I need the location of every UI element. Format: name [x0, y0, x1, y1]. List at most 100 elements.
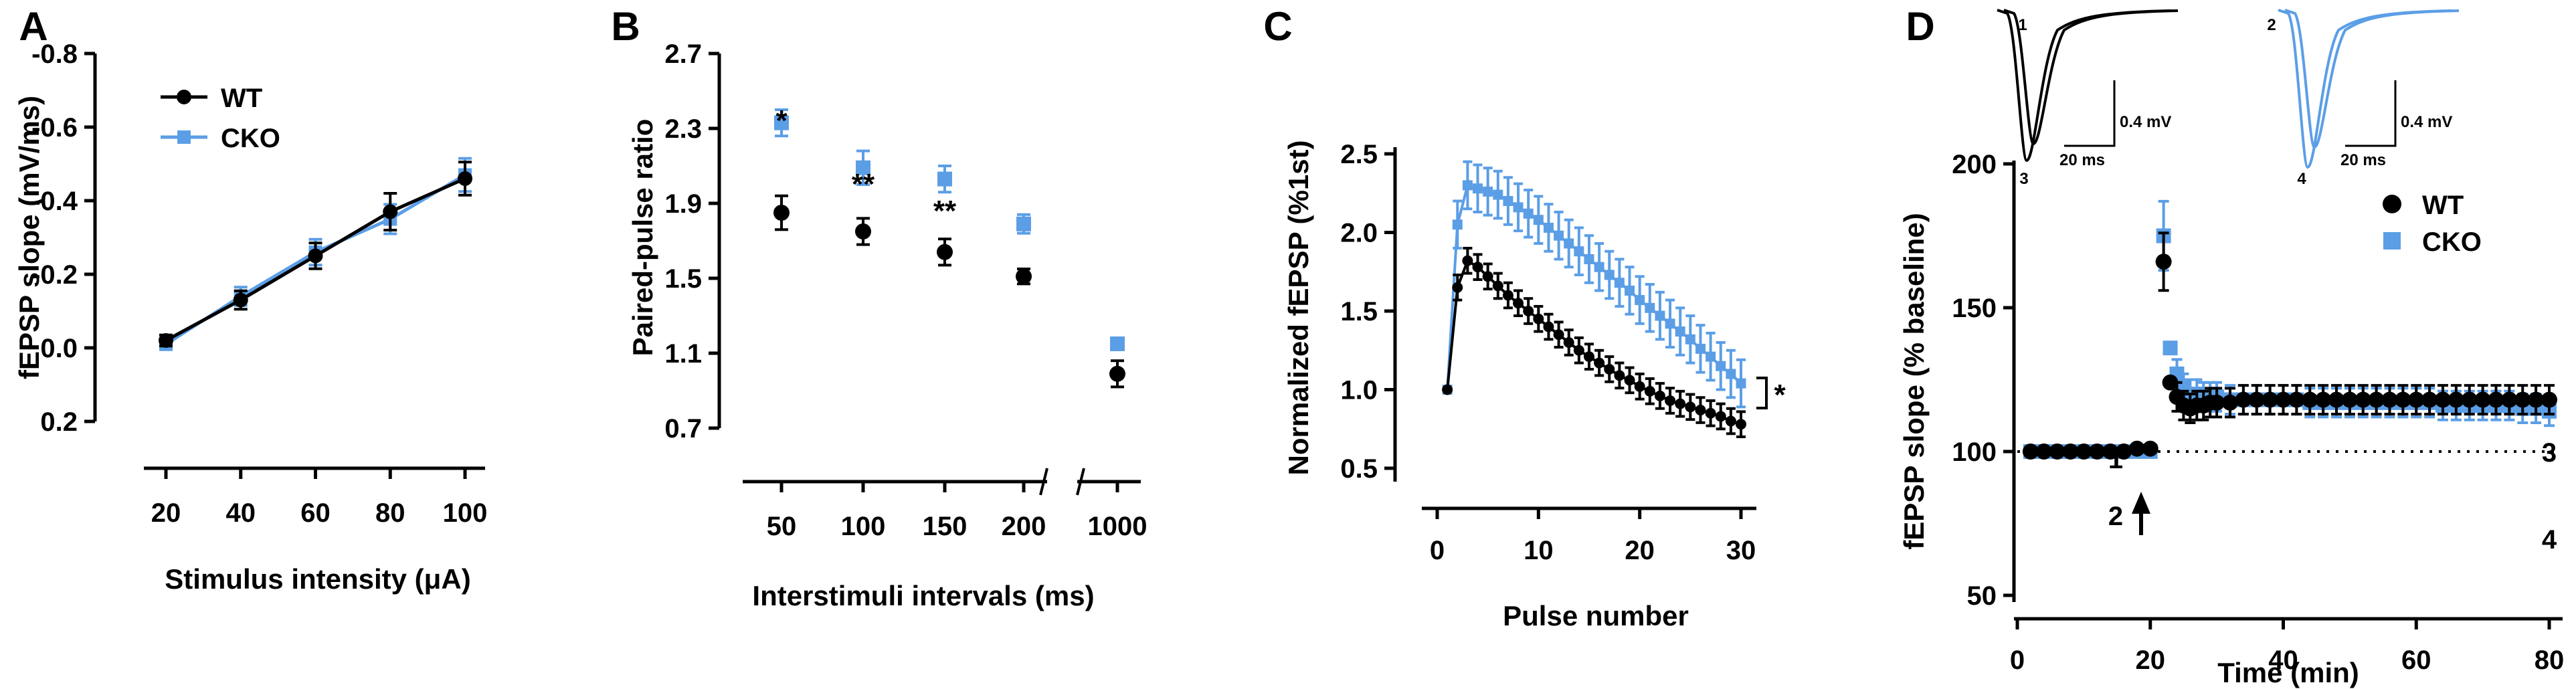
point-c-cko [1594, 262, 1604, 272]
point-d-wt [2022, 444, 2039, 460]
inset-label-3: 3 [2019, 170, 2028, 188]
legend-marker-cko-d [2383, 232, 2401, 250]
point-c-wt [1675, 398, 1686, 409]
inset-label-1: 1 [2018, 16, 2027, 34]
x-tick-label-a: 40 [226, 498, 256, 528]
scale-bar-wt [2064, 80, 2116, 147]
point-c-cko [1513, 202, 1524, 213]
legend-marker-wt-d [2383, 195, 2401, 213]
y-tick-label-c: 1.5 [1340, 297, 1378, 326]
y-tick-label-d: 100 [1952, 437, 1997, 467]
point-d-wt [2209, 394, 2225, 411]
point-c-cko [1543, 222, 1554, 233]
point-c-wt [1523, 306, 1534, 316]
significance-b: * [775, 104, 788, 137]
point-d-wt [2035, 444, 2052, 460]
y-tick-label-a: -0.2 [31, 260, 78, 290]
point-c-wt [1695, 405, 1706, 416]
y-tick-label-d: 150 [1952, 294, 1997, 323]
inset-label-4: 4 [2297, 170, 2306, 188]
series-line-c-wt [1446, 258, 1742, 426]
point-d-wt [2355, 391, 2371, 408]
y-tick-label-c: 2.0 [1340, 219, 1378, 248]
x-tick-label-b: 150 [923, 512, 968, 541]
point-d-wt [2435, 391, 2451, 408]
scale-time-cko: 20 ms [2340, 151, 2386, 169]
x-tick-label-b: 200 [1002, 512, 1046, 541]
y-tick-label-c: 1.0 [1340, 376, 1378, 405]
x-tick-label-c: 10 [1524, 536, 1554, 565]
point-c-cko [1726, 369, 1736, 379]
y-tick-label-b: 2.3 [664, 114, 702, 144]
y-tick-label-a: -0.6 [31, 113, 78, 142]
x-axis-title-d: Time (min) [2217, 657, 2359, 688]
inset-label-2: 2 [2267, 16, 2276, 34]
x-tick-label-c: 0 [1430, 536, 1445, 565]
point-d-wt [2421, 391, 2438, 408]
point-c-wt [1624, 375, 1635, 386]
y-axis-title-b: Paired-pulse ratio [627, 119, 658, 357]
point-d-wt [2062, 444, 2079, 460]
tetanus-arrow-icon [2132, 492, 2150, 514]
point-c-cko [1533, 215, 1544, 225]
point-c-cko [1564, 238, 1574, 249]
y-tick-label-a: 0.0 [40, 334, 78, 363]
point-c-wt [1654, 390, 1665, 401]
point-c-wt [1594, 357, 1605, 369]
point-d-wt [2368, 391, 2385, 408]
point-c-cko [1695, 343, 1706, 354]
x-tick-label-a: 100 [443, 498, 488, 528]
point-d-wt [2315, 391, 2332, 408]
point-c-cko [1554, 230, 1564, 241]
y-axis-title-d: fEPSP slope (% baseline) [1898, 213, 1930, 549]
point-c-wt [1492, 280, 1503, 292]
point-b-cko [1110, 336, 1125, 351]
y-tick-label-b: 0.7 [664, 414, 702, 444]
point-b-wt [1016, 268, 1032, 285]
point-label-4: 4 [2542, 525, 2557, 555]
legend-label-cko: CKO [221, 124, 280, 153]
point-d-wt [2381, 391, 2398, 408]
x-tick-label-a: 80 [375, 498, 405, 528]
point-d-wt [2155, 254, 2172, 270]
point-b-wt [1109, 365, 1125, 382]
point-c-cko [1523, 208, 1534, 219]
point-c-cko [1655, 310, 1665, 321]
point-d-wt [2049, 444, 2065, 460]
point-d-wt [2162, 374, 2179, 391]
scale-voltage-cko: 0.4 mV [2401, 113, 2452, 131]
point-c-cko [1635, 295, 1645, 306]
significance-b: ** [852, 168, 875, 201]
point-c-cko [1604, 270, 1615, 280]
x-tick-label-c: 30 [1726, 536, 1756, 565]
point-c-cko [1716, 361, 1726, 371]
point-b-wt [937, 243, 953, 260]
point-a-wt [458, 171, 472, 186]
point-c-wt [1736, 419, 1746, 430]
point-b-cko [1016, 216, 1031, 231]
panel-label-d: D [1906, 4, 1934, 49]
point-c-wt [1502, 290, 1513, 301]
point-d-wt [2142, 440, 2158, 457]
y-tick-label-b: 1.5 [664, 264, 702, 294]
point-d-wt [2395, 391, 2411, 408]
y-tick-label-c: 2.5 [1340, 140, 1378, 169]
point-label-3: 3 [2542, 438, 2557, 468]
x-tick-label-d: 80 [2535, 646, 2565, 675]
point-d-wt [2448, 391, 2464, 408]
point-c-wt [1573, 344, 1584, 356]
y-tick-label-c: 0.5 [1340, 454, 1378, 484]
legend-label-wt: WT [221, 84, 262, 113]
significance-b: ** [933, 195, 957, 227]
point-d-wt [2501, 391, 2518, 408]
point-c-wt [1715, 411, 1726, 422]
point-d-wt [2089, 444, 2106, 460]
point-c-cko [1584, 254, 1594, 264]
y-tick-label-a: -0.4 [31, 187, 78, 216]
legend-label-cko-d: CKO [2422, 227, 2482, 257]
point-b-wt [773, 205, 790, 221]
point-c-wt [1513, 298, 1524, 309]
y-tick-label-a: -0.8 [31, 39, 78, 69]
x-tick-label-d: 20 [2136, 646, 2166, 675]
point-d-cko [2163, 340, 2178, 356]
